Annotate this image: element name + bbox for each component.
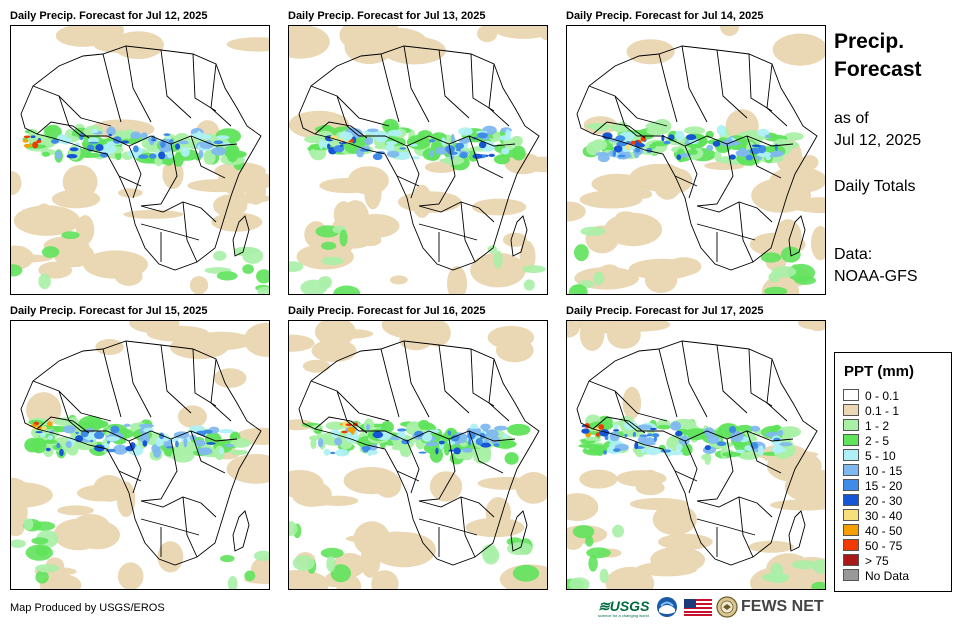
us-flag-icon [684, 599, 712, 616]
fews-net-logo: FEWS NET [741, 598, 824, 615]
panel-title: Daily Precip. Forecast for Jul 12, 2025 [10, 10, 208, 22]
legend-item: 5 - 10 [843, 449, 896, 463]
main-title: Precip. Forecast [834, 28, 922, 84]
state-dept-seal-icon [716, 596, 738, 618]
legend-item: > 75 [843, 554, 889, 568]
precip-map [566, 25, 826, 295]
map-panel: Daily Precip. Forecast for Jul 14, 2025 [566, 10, 826, 295]
legend-label: 0 - 0.1 [865, 389, 900, 403]
precip-map [288, 320, 548, 590]
data-source: NOAA-GFS [834, 268, 918, 285]
legend-item: No Data [843, 569, 909, 583]
legend-item: 15 - 20 [843, 479, 902, 493]
legend-swatch [843, 524, 859, 536]
legend-label: 1 - 2 [865, 419, 890, 433]
legend-swatch [843, 509, 859, 521]
panel-title: Daily Precip. Forecast for Jul 17, 2025 [566, 305, 764, 317]
legend-item: 20 - 30 [843, 494, 902, 508]
legend-swatch [843, 569, 859, 581]
legend-swatch [843, 539, 859, 551]
legend-label: 50 - 75 [865, 539, 903, 553]
map-panel: Daily Precip. Forecast for Jul 12, 2025 [10, 10, 270, 295]
legend-swatch [843, 419, 859, 431]
legend-label: 2 - 5 [865, 434, 890, 448]
legend-swatch [843, 479, 859, 491]
legend-item: 1 - 2 [843, 419, 889, 433]
data-label: Data: [834, 246, 873, 263]
legend-swatch [843, 494, 859, 506]
legend-title: PPT (mm) [844, 363, 915, 380]
legend-label: 5 - 10 [865, 449, 896, 463]
legend-item: 0.1 - 1 [843, 404, 899, 418]
precip-map [10, 320, 270, 590]
legend-label: 20 - 30 [865, 494, 903, 508]
panel-title: Daily Precip. Forecast for Jul 16, 2025 [288, 305, 486, 317]
legend-item: 40 - 50 [843, 524, 902, 538]
as-of-date: Jul 12, 2025 [834, 132, 922, 149]
map-panel: Daily Precip. Forecast for Jul 17, 2025 [566, 305, 826, 590]
map-panel: Daily Precip. Forecast for Jul 16, 2025 [288, 305, 548, 590]
legend-swatch [843, 404, 859, 416]
map-panel: Daily Precip. Forecast for Jul 15, 2025 [10, 305, 270, 590]
panel-title: Daily Precip. Forecast for Jul 13, 2025 [288, 10, 486, 22]
legend-item: 30 - 40 [843, 509, 902, 523]
usgs-tagline: science for a changing world [598, 613, 649, 618]
legend-label: 30 - 40 [865, 509, 903, 523]
noaa-logo-icon [657, 597, 677, 617]
legend-swatch [843, 554, 859, 566]
precip-map [566, 320, 826, 590]
main-title-line1: Precip. [834, 30, 905, 53]
legend-label: 0.1 - 1 [865, 404, 900, 418]
legend-swatch [843, 464, 859, 476]
totals-label: Daily Totals [834, 178, 916, 195]
precip-map [288, 25, 548, 295]
usgs-logo: ≋USGS [598, 598, 650, 614]
legend-label: No Data [865, 569, 910, 583]
legend-label: > 75 [865, 554, 889, 568]
map-panel: Daily Precip. Forecast for Jul 13, 2025 [288, 10, 548, 295]
legend-item: 10 - 15 [843, 464, 902, 478]
panel-title: Daily Precip. Forecast for Jul 15, 2025 [10, 305, 208, 317]
legend-label: 40 - 50 [865, 524, 903, 538]
precip-map [10, 25, 270, 295]
legend-swatch [843, 434, 859, 446]
legend-item: 50 - 75 [843, 539, 902, 553]
credit-text: Map Produced by USGS/EROS [10, 602, 165, 614]
main-title-line2: Forecast [834, 58, 922, 81]
as-of-label: as of [834, 110, 869, 127]
panel-title: Daily Precip. Forecast for Jul 14, 2025 [566, 10, 764, 22]
legend-item: 2 - 5 [843, 434, 889, 448]
legend-swatch [843, 389, 859, 401]
legend-label: 10 - 15 [865, 464, 903, 478]
legend-swatch [843, 449, 859, 461]
legend-label: 15 - 20 [865, 479, 903, 493]
legend-item: 0 - 0.1 [843, 389, 899, 403]
